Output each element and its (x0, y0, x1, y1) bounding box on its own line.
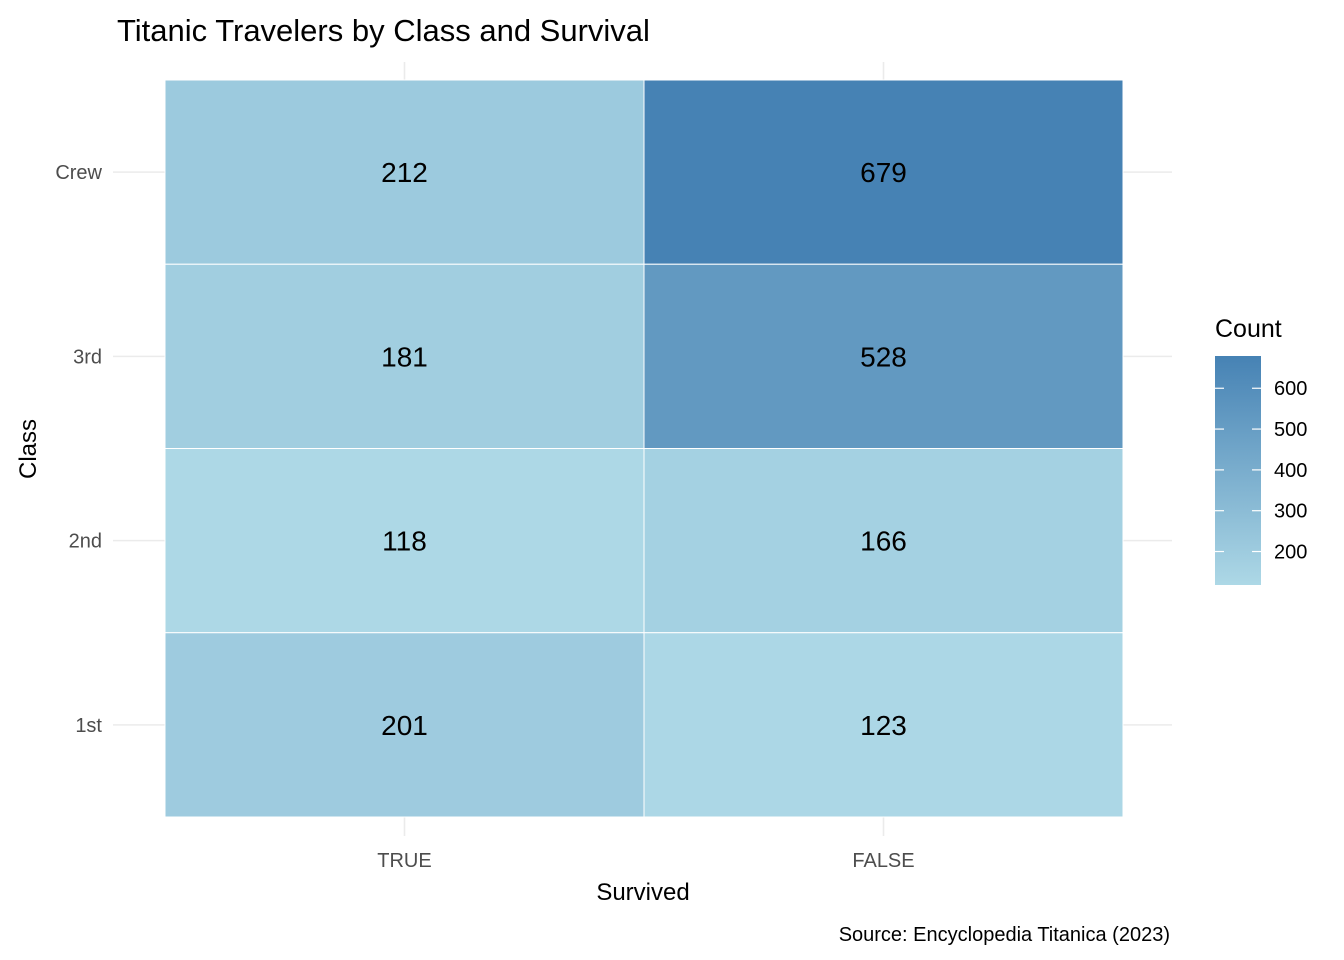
heatmap-cell-2nd-true (164, 448, 645, 634)
x-axis-ticks: TRUE FALSE (377, 850, 914, 872)
x-axis-label: Survived (596, 879, 689, 906)
cell-label-1st-true: 201 (381, 710, 428, 741)
y-tick-label-crew: Crew (55, 162, 102, 184)
legend-ticks: 200 300 400 500 600 (1215, 378, 1307, 564)
cell-label-2nd-true: 118 (382, 526, 427, 557)
heatmap-cell-1st-true (164, 632, 645, 818)
heatmap-cell-1st-false (643, 632, 1124, 818)
legend-title: Count (1215, 315, 1282, 343)
y-tick-label-3rd: 3rd (73, 346, 102, 368)
y-tick-label-2nd: 2nd (69, 531, 102, 553)
x-tick-label-false: FALSE (852, 850, 914, 872)
heatmap-cell-3rd-true (164, 263, 645, 449)
legend-tick-label-400: 400 (1274, 460, 1307, 482)
x-tick-label-true: TRUE (377, 850, 431, 872)
chart-title: Titanic Travelers by Class and Survival (117, 13, 650, 48)
y-tick-label-1st: 1st (75, 715, 102, 737)
cell-label-crew-true: 212 (381, 157, 428, 188)
heatmap-cell-3rd-false (643, 263, 1124, 449)
cell-label-3rd-false: 528 (860, 341, 907, 372)
y-axis-ticks: 1st 2nd 3rd Crew (55, 162, 102, 737)
cell-label-3rd-true: 181 (381, 341, 428, 372)
legend-tick-label-300: 300 (1274, 501, 1307, 523)
heatmap-cell-crew-true (164, 79, 645, 265)
heatmap-cell-crew-false (643, 79, 1124, 265)
cell-value-labels: 212 679 181 528 118 166 201 123 (381, 157, 907, 741)
cell-label-2nd-false: 166 (860, 526, 907, 557)
heatmap-cell-2nd-false (643, 448, 1124, 634)
legend-colorbar (1215, 356, 1261, 585)
legend-tick-label-500: 500 (1274, 419, 1307, 441)
legend-tick-label-600: 600 (1274, 378, 1307, 400)
heatmap-cells (164, 79, 1124, 818)
color-legend: Count 200 300 400 500 600 (1215, 315, 1307, 585)
legend-tick-label-200: 200 (1274, 542, 1307, 564)
y-axis-label: Class (15, 419, 42, 479)
chart-caption: Source: Encyclopedia Titanica (2023) (839, 924, 1170, 946)
cell-label-crew-false: 679 (860, 157, 907, 188)
cell-label-1st-false: 123 (860, 710, 907, 741)
